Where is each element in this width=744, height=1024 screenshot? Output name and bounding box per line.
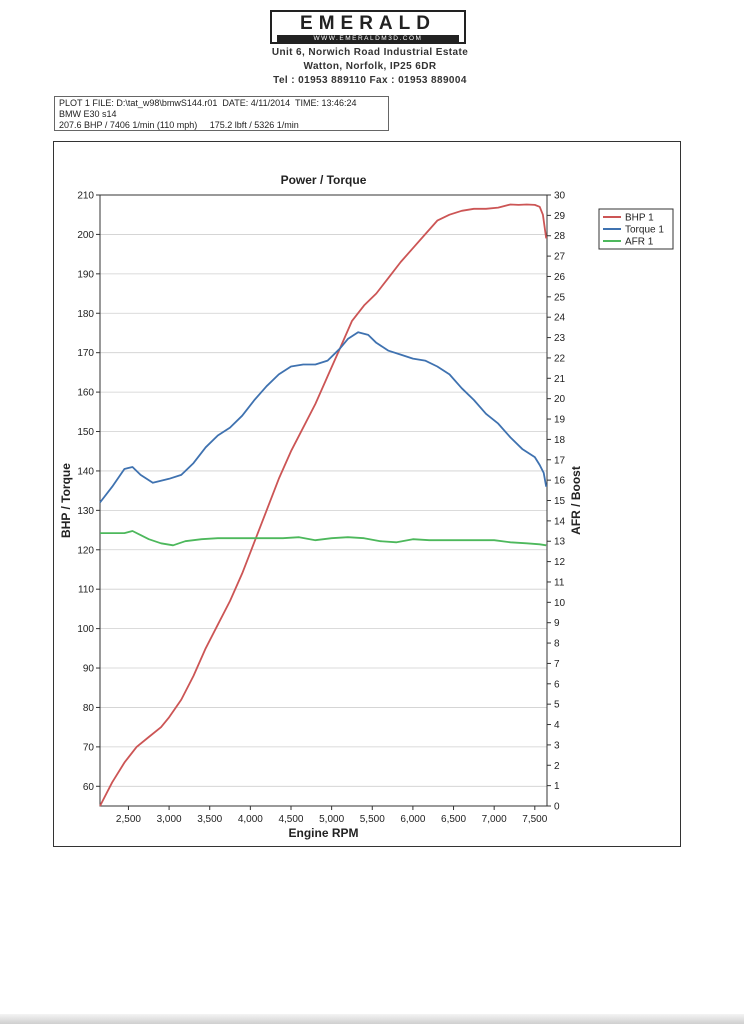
plot-info-line-3: 207.6 BHP / 7406 1/min (110 mph) 175.2 l… bbox=[59, 120, 299, 130]
y2-tick-label: 14 bbox=[554, 516, 566, 527]
y2-tick-label: 1 bbox=[554, 781, 560, 792]
y-tick-label: 120 bbox=[77, 545, 94, 556]
series-line-torque-1 bbox=[99, 331, 548, 504]
y2-tick-label: 21 bbox=[554, 374, 566, 385]
y2-tick-label: 27 bbox=[554, 252, 566, 263]
y-tick-label: 110 bbox=[78, 585, 94, 596]
y-tick-label: 210 bbox=[77, 191, 94, 202]
x-tick-label: 4,000 bbox=[238, 814, 263, 825]
chart-frame bbox=[53, 141, 681, 847]
y2-tick-label: 4 bbox=[554, 720, 560, 731]
y2-tick-label: 16 bbox=[554, 476, 566, 487]
legend-label: Torque 1 bbox=[625, 225, 664, 236]
y2-tick-label: 25 bbox=[554, 292, 566, 303]
plot-area bbox=[99, 194, 548, 807]
x-tick-label: 7,500 bbox=[522, 814, 547, 825]
contact-line: Tel : 01953 889110 Fax : 01953 889004 bbox=[273, 75, 467, 86]
legend-label: AFR 1 bbox=[625, 237, 654, 248]
y2-tick-label: 30 bbox=[554, 191, 566, 202]
x-tick-label: 7,000 bbox=[482, 814, 507, 825]
y2-tick-label: 13 bbox=[554, 537, 566, 548]
y-tick-label: 140 bbox=[77, 466, 94, 477]
y-tick-label: 150 bbox=[77, 427, 94, 438]
y-axis-title: BHP / Torque bbox=[59, 463, 73, 538]
logo-text: EMERALD bbox=[300, 13, 436, 34]
plot-info-line-2: BMW E30 s14 bbox=[59, 109, 117, 119]
emerald-logo: EMERALD WWW.EMERALDM3D.COM bbox=[270, 10, 466, 44]
x-tick-label: 5,000 bbox=[319, 814, 344, 825]
y2-axis-title: AFR / Boost bbox=[569, 466, 583, 535]
y-tick-label: 130 bbox=[77, 506, 94, 517]
y2-tick-label: 15 bbox=[554, 496, 566, 507]
x-tick-label: 5,500 bbox=[360, 814, 385, 825]
y2-tick-label: 5 bbox=[554, 700, 560, 711]
y-tick-label: 80 bbox=[83, 703, 95, 714]
y2-tick-label: 28 bbox=[554, 231, 566, 242]
y2-tick-label: 20 bbox=[554, 394, 566, 405]
y2-tick-label: 2 bbox=[554, 761, 560, 772]
x-tick-label: 2,500 bbox=[116, 814, 141, 825]
y2-tick-label: 18 bbox=[554, 435, 566, 446]
logo-url: WWW.EMERALDM3D.COM bbox=[277, 35, 459, 43]
address-line-1: Unit 6, Norwich Road Industrial Estate bbox=[271, 47, 469, 58]
y-tick-label: 100 bbox=[77, 624, 94, 635]
y-tick-label: 160 bbox=[77, 388, 94, 399]
x-tick-label: 4,500 bbox=[278, 814, 303, 825]
y-tick-label: 60 bbox=[83, 782, 95, 793]
x-tick-label: 3,000 bbox=[157, 814, 182, 825]
x-tick-label: 3,500 bbox=[197, 814, 222, 825]
chart-title: Power / Torque bbox=[281, 173, 367, 187]
y2-tick-label: 10 bbox=[554, 598, 566, 609]
y-tick-label: 180 bbox=[77, 309, 94, 320]
y-tick-label: 190 bbox=[77, 269, 94, 280]
x-tick-label: 6,000 bbox=[400, 814, 425, 825]
y2-tick-label: 7 bbox=[554, 659, 560, 670]
x-tick-label: 6,500 bbox=[441, 814, 466, 825]
y2-tick-label: 17 bbox=[554, 455, 566, 466]
y2-tick-label: 22 bbox=[554, 353, 566, 364]
y2-tick-label: 12 bbox=[554, 557, 566, 568]
y-tick-label: 90 bbox=[83, 664, 95, 675]
plot-info-box: PLOT 1 FILE: D:\tat_w98\bmwS144.r01 DATE… bbox=[54, 96, 389, 131]
y2-tick-label: 29 bbox=[554, 211, 566, 222]
y-tick-label: 200 bbox=[77, 230, 94, 241]
legend-label: BHP 1 bbox=[625, 213, 654, 224]
y2-tick-label: 19 bbox=[554, 415, 566, 426]
y2-tick-label: 26 bbox=[554, 272, 566, 283]
y2-tick-label: 11 bbox=[554, 577, 565, 588]
y2-tick-label: 3 bbox=[554, 740, 560, 751]
y2-tick-label: 6 bbox=[554, 679, 560, 690]
y2-tick-label: 24 bbox=[554, 313, 566, 324]
y2-tick-label: 8 bbox=[554, 639, 560, 650]
plot-info-line-1: PLOT 1 FILE: D:\tat_w98\bmwS144.r01 DATE… bbox=[59, 98, 357, 108]
series-line-bhp-1 bbox=[99, 203, 548, 807]
y2-tick-label: 23 bbox=[554, 333, 566, 344]
series-line-afr-1 bbox=[100, 530, 547, 547]
x-axis-title: Engine RPM bbox=[288, 826, 358, 840]
scan-edge bbox=[0, 1014, 744, 1024]
y2-tick-label: 9 bbox=[554, 618, 560, 629]
y-tick-label: 70 bbox=[83, 742, 95, 753]
y-tick-label: 170 bbox=[77, 348, 94, 359]
address-line-2: Watton, Norfolk, IP25 6DR bbox=[303, 61, 437, 72]
y2-tick-label: 0 bbox=[554, 802, 560, 813]
